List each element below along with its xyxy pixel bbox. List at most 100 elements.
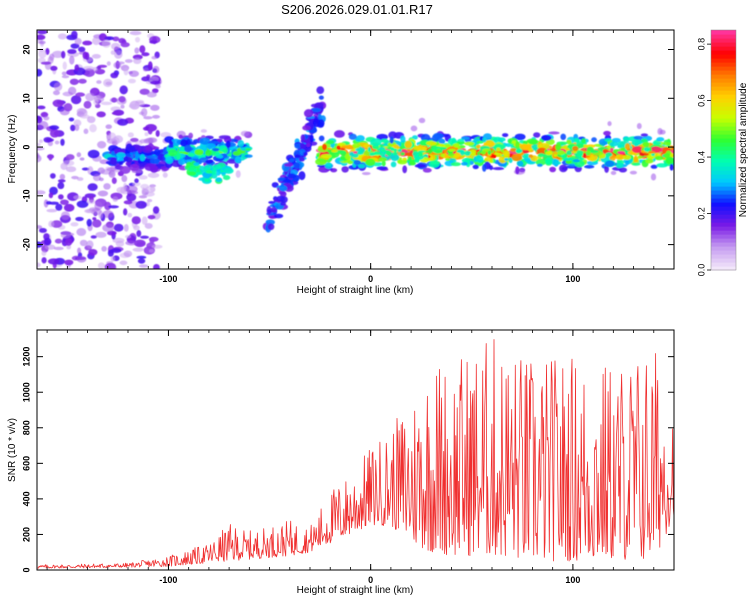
spectrogram-cell xyxy=(134,178,139,184)
spectrogram-cell xyxy=(515,141,520,149)
spectrogram-cell xyxy=(318,119,325,127)
spectrogram-cell xyxy=(611,137,621,143)
spectrogram-cell xyxy=(385,150,392,156)
spectrogram-cell xyxy=(88,248,98,256)
spectrogram-cell xyxy=(545,151,553,156)
spectrogram-cell xyxy=(40,61,52,65)
colorbar-cell xyxy=(711,150,736,155)
spectrogram-cell xyxy=(139,88,150,95)
snr-xlabel: Height of straight line (km) xyxy=(297,585,414,596)
spectrogram-cell xyxy=(92,67,98,72)
spectrogram-cell xyxy=(152,114,161,119)
spectrogram-cell xyxy=(57,179,66,183)
spectrogram-cell xyxy=(77,247,82,255)
spectrogram-cell xyxy=(147,61,153,71)
spectrogram-cell xyxy=(427,148,433,154)
spectrogram-cell xyxy=(113,135,124,144)
spectrogram-cell xyxy=(211,168,217,175)
spectrogram-ylabel: Frequency (Hz) xyxy=(7,115,18,184)
spectrogram-cell xyxy=(440,153,445,158)
spectrogram-cell xyxy=(322,143,327,151)
chart-title: S206.2026.029.01.01.R17 xyxy=(281,2,433,17)
spectrogram-cell xyxy=(102,210,114,218)
spectrogram-cell xyxy=(134,47,140,54)
spectrogram-cell xyxy=(306,142,311,148)
spectrogram-cell xyxy=(418,117,426,124)
spectrogram-cell xyxy=(51,220,63,228)
spectrogram-cell xyxy=(110,72,119,79)
spectrogram-cell xyxy=(145,146,151,151)
spectrogram-cell xyxy=(90,235,97,239)
spectrogram-cell xyxy=(669,163,674,171)
spectrogram-cell xyxy=(133,57,142,65)
spectrogram-cell xyxy=(303,109,314,118)
colorbar-cell xyxy=(711,246,736,251)
spectrogram-cell xyxy=(144,132,149,137)
spectrogram-cell xyxy=(477,151,481,156)
spectrogram-cell xyxy=(123,223,129,232)
spectrogram-cell xyxy=(127,132,134,138)
colorbar-cell xyxy=(711,266,736,271)
spectrogram-cell xyxy=(367,146,371,153)
spectrogram-cell xyxy=(584,164,595,169)
colorbar-cell xyxy=(711,62,736,67)
spectrogram-cell xyxy=(268,200,276,204)
spectrogram-cell xyxy=(234,162,239,169)
spectrogram-cell xyxy=(37,190,46,195)
spectrogram-cell xyxy=(135,200,147,209)
spectrogram-frame xyxy=(36,29,675,270)
spectrogram-cell xyxy=(232,150,242,156)
spectrogram-cell xyxy=(120,42,130,48)
spectrogram-cell xyxy=(38,139,43,144)
spectrogram-cell xyxy=(45,138,54,142)
spectrogram-cell xyxy=(37,105,46,110)
spectrogram-cell xyxy=(273,213,284,219)
spectrogram-cell xyxy=(318,135,325,142)
spectrogram-cell xyxy=(131,164,138,169)
spectrogram-cell xyxy=(152,65,160,74)
spectrogram-cell xyxy=(618,167,628,173)
spectrogram-cell xyxy=(95,231,107,238)
colorbar-tick-label: 0.0 xyxy=(696,264,706,277)
spectrogram-cell xyxy=(496,147,501,152)
snr-xtick-label: 100 xyxy=(565,575,580,585)
spectrogram-cell xyxy=(280,202,287,206)
spectrogram-cell xyxy=(417,150,426,153)
spectrogram-cell xyxy=(89,124,97,133)
spectrogram-cell xyxy=(131,216,141,225)
spectrogram-cell xyxy=(404,140,413,149)
colorbar-cell xyxy=(711,90,736,95)
colorbar: 0.0 0.2 0.4 0.6 0.8 Normalized spectral ampl… xyxy=(696,29,749,277)
spectrogram-ytick-label: -20 xyxy=(21,238,31,251)
spectrogram-cell xyxy=(96,111,106,118)
spectrogram-cell xyxy=(178,134,183,140)
spectrogram-cell xyxy=(417,152,424,157)
spectrogram-cell xyxy=(37,30,48,35)
spectrogram-cell xyxy=(299,143,306,149)
spectrogram-cell xyxy=(83,128,89,135)
spectrogram-cell xyxy=(116,152,126,158)
spectrogram-cell xyxy=(282,179,292,184)
spectrogram-cell xyxy=(640,133,649,137)
spectrogram-cell xyxy=(223,167,234,174)
spectrogram-cell xyxy=(622,154,631,161)
spectrogram-cell xyxy=(139,45,146,54)
spectrogram-cell xyxy=(414,163,427,168)
spectrogram-cell xyxy=(126,193,137,202)
spectrogram-cell xyxy=(537,163,543,167)
spectrogram-cell xyxy=(447,153,455,157)
spectrogram-cell xyxy=(572,159,581,163)
colorbar-cell xyxy=(711,58,736,63)
spectrogram-cell xyxy=(85,92,95,102)
spectrogram-cell xyxy=(614,154,626,160)
spectrogram-cell xyxy=(663,152,671,158)
snr-ytick-label: 1200 xyxy=(21,347,31,367)
spectrogram-cell xyxy=(380,138,389,144)
spectrogram-cell xyxy=(245,147,252,151)
spectrogram-cell xyxy=(633,135,643,140)
colorbar-cell xyxy=(711,142,736,147)
spectrogram-cell xyxy=(303,151,308,156)
spectrogram-cell xyxy=(474,138,481,142)
spectrogram-cell xyxy=(37,154,42,163)
spectrogram-cell xyxy=(480,151,486,155)
